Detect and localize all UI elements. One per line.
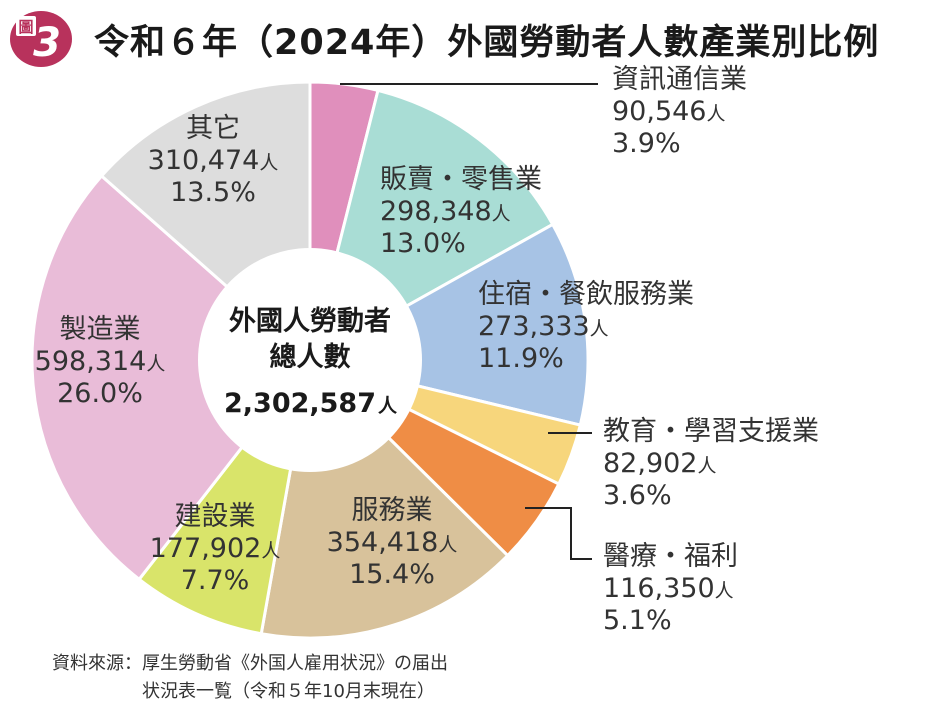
slice-label-percent: 3.6% <box>603 480 672 511</box>
slice-label-unit: 人 <box>697 455 716 477</box>
slice-label-name: 服務業 <box>352 495 433 526</box>
slice-label-name: 其它 <box>186 113 240 144</box>
slice-label-unit: 人 <box>259 152 278 174</box>
slice-label-4: 教育・學習支援業 82,902人 3.6% <box>603 416 819 511</box>
header: 圖 3 令和６年（2024年）外國勞動者人數產業別比例 <box>10 10 879 68</box>
center-line1: 外國人勞動者 <box>229 306 391 337</box>
slice-label-unit: 人 <box>492 203 511 225</box>
slice-label-percent: 11.9% <box>478 343 564 374</box>
slice-label-percent: 13.5% <box>170 177 256 208</box>
slice-label-unit: 人 <box>590 318 609 340</box>
figure-badge: 圖 3 <box>10 11 72 67</box>
slice-label-8: 製造業 598,314人 26.0% <box>35 314 166 409</box>
center-total-unit: 人 <box>378 395 398 417</box>
slice-labels-group: 資訊通信業 90,546人 3.9%販賣・零售業 298,348人 13.0%住宿・餐飲… <box>35 64 819 636</box>
chart-title: 令和６年（2024年）外國勞動者人數產業別比例 <box>94 22 880 63</box>
slice-label-value: 298,348 <box>380 196 492 227</box>
slice-label-unit: 人 <box>715 580 734 602</box>
slice-label-2: 販賣・零售業 298,348人 13.0% <box>380 164 542 259</box>
source-line2: 状況表一覧（令和５年10月末現在） <box>142 681 435 702</box>
slice-label-value: 116,350 <box>603 573 715 604</box>
slice-label-name: 住宿・餐飲服務業 <box>478 279 694 310</box>
slice-label-3: 住宿・餐飲服務業 273,333人 11.9% <box>478 279 694 374</box>
slice-label-name: 醫療・福利 <box>603 541 738 572</box>
donut-hole <box>198 248 422 472</box>
center-total-value: 2,302,587 <box>224 388 376 419</box>
slice-label-unit: 人 <box>438 534 457 556</box>
slice-label-name: 製造業 <box>60 314 141 345</box>
slice-label-value: 82,902 <box>603 448 697 479</box>
slice-label-9: 其它 310,474人 13.5% <box>148 113 279 208</box>
slice-label-value: 177,902 <box>150 533 262 564</box>
source-note: 資料來源：厚生勞動省《外国人雇用状況》の届出 状況表一覧（令和５年10月末現在） <box>52 650 448 706</box>
slice-label-percent: 13.0% <box>380 228 466 259</box>
figure-badge-kanji: 圖 <box>16 16 36 36</box>
slice-label-value: 310,474 <box>148 145 260 176</box>
slice-label-percent: 26.0% <box>57 378 143 409</box>
source-line1: 資料來源：厚生勞動省《外国人雇用状況》の届出 <box>52 653 448 674</box>
slice-label-value: 273,333 <box>478 311 590 342</box>
slice-label-value: 354,418 <box>327 527 439 558</box>
slice-label-5: 醫療・福利 116,350人 5.1% <box>603 541 738 636</box>
figure-badge-number: 3 <box>33 20 61 66</box>
slice-label-percent: 7.7% <box>181 565 250 596</box>
slice-label-7: 建設業 177,902人 7.7% <box>150 501 281 596</box>
slice-label-name: 販賣・零售業 <box>380 164 542 195</box>
slice-label-percent: 15.4% <box>349 559 435 590</box>
slice-label-6: 服務業 354,418人 15.4% <box>327 495 458 590</box>
slice-label-name: 教育・學習支援業 <box>603 416 819 447</box>
slice-label-unit: 人 <box>706 103 725 125</box>
center-total: 外國人勞動者 總人數 2,302,587 人 <box>224 306 398 419</box>
slice-label-unit: 人 <box>146 353 165 375</box>
slice-label-value: 90,546 <box>612 96 706 127</box>
center-line2: 總人數 <box>270 341 351 373</box>
slice-label-unit: 人 <box>261 540 280 562</box>
slice-label-1: 資訊通信業 90,546人 3.9% <box>612 64 747 159</box>
slice-label-percent: 3.9% <box>612 128 681 159</box>
slice-8 <box>30 173 313 582</box>
slice-label-name: 資訊通信業 <box>612 64 747 95</box>
leader-lines-group <box>340 83 598 560</box>
leader-line-5 <box>525 507 592 560</box>
slice-label-percent: 5.1% <box>603 605 672 636</box>
slice-label-value: 598,314 <box>35 346 147 377</box>
slice-label-name: 建設業 <box>175 501 256 532</box>
